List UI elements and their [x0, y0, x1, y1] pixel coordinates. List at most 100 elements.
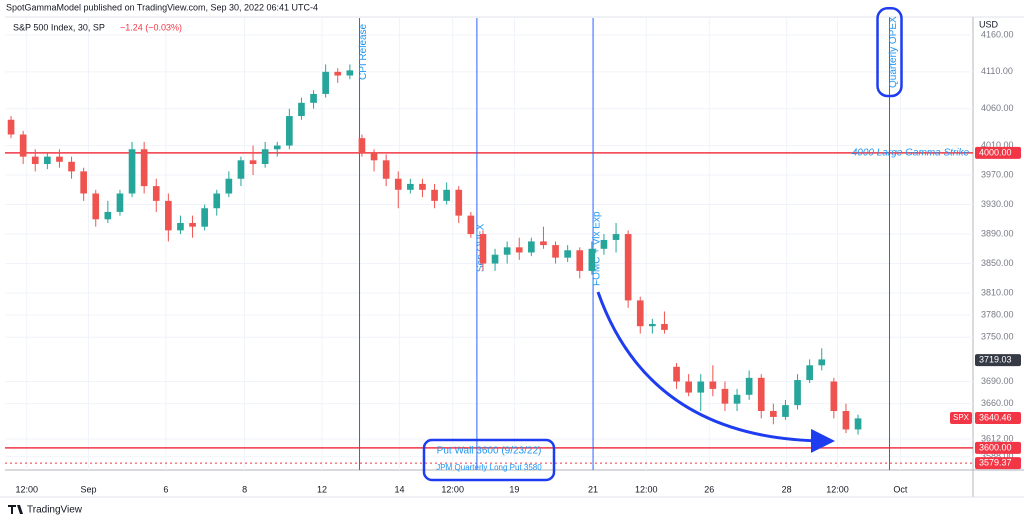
candle-body	[128, 149, 136, 194]
candle-body	[165, 200, 172, 231]
y-tick-label: 4110.00	[981, 66, 1013, 76]
x-tick-label: 12:00	[441, 484, 464, 494]
x-tick-label: 28	[782, 484, 792, 494]
candle-body	[770, 411, 777, 417]
candle-body	[854, 418, 862, 430]
candle-body	[140, 149, 148, 187]
candle-body	[334, 71, 342, 76]
candle-body	[31, 156, 39, 164]
currency: USD	[979, 19, 999, 29]
candle-body	[709, 381, 717, 389]
candle-body	[685, 381, 692, 393]
last-price-label-bg	[975, 412, 1021, 425]
y-tick-label: 4010.00	[981, 140, 1014, 150]
candle-body	[44, 156, 51, 164]
event-box	[876, 7, 903, 98]
note: JPM Quarterly Long Put 3580	[436, 463, 542, 472]
candle-body	[394, 178, 402, 190]
x-tick-label: 12	[317, 484, 327, 494]
candle-body	[68, 161, 75, 172]
series-name: SPX	[953, 413, 970, 422]
candle-body	[80, 171, 87, 194]
level-price-label-bg	[975, 146, 1021, 159]
candle-body	[407, 183, 414, 190]
candle-body	[455, 189, 463, 216]
candle-body	[479, 234, 487, 264]
level-price-label-bg	[975, 457, 1021, 470]
marker-label-bg	[975, 354, 1021, 367]
event-label: FOMC + Vix Exp	[592, 211, 603, 286]
marker-label: 3719.03	[979, 354, 1012, 364]
candle-body	[249, 160, 257, 164]
x-tick-label: 12:00	[16, 484, 39, 494]
chart-legend-change: −1.24 (−0.03%)	[120, 22, 182, 32]
candle-body	[806, 365, 813, 381]
candle-body	[503, 247, 511, 255]
candle-body	[794, 380, 801, 406]
x-tick-label: 12:00	[826, 484, 849, 494]
x-tick-label: 19	[509, 484, 519, 494]
candle-body	[649, 324, 656, 327]
candle-body	[431, 189, 438, 201]
candle-body	[721, 388, 729, 404]
y-tick-label: 3810.00	[981, 287, 1014, 297]
chart-legend-title: S&P 500 Index, 30, SP	[13, 22, 105, 32]
x-tick-label: 12:00	[635, 484, 658, 494]
x-tick-label: Oct	[893, 484, 908, 494]
candle-body	[661, 324, 668, 330]
note-box	[422, 438, 556, 482]
candle-body	[540, 241, 547, 246]
candle-body	[177, 222, 184, 231]
y-tick-label: 3780.00	[981, 310, 1014, 320]
candle-body	[213, 193, 221, 209]
candle-body	[19, 134, 27, 157]
x-tick-label: 6	[163, 484, 168, 494]
y-tick-label: 3970.00	[981, 169, 1014, 179]
y-tick-label: 3890.00	[981, 228, 1014, 238]
trend-arrow	[596, 291, 835, 453]
candle-body	[528, 241, 535, 253]
candle-body	[7, 119, 15, 135]
event-label: Quarterly OPEX	[888, 16, 899, 88]
candle-body	[564, 250, 571, 258]
level-price-label: 3600.00	[979, 442, 1012, 452]
candle-body	[552, 245, 559, 258]
candle-body	[745, 377, 753, 395]
candle-body	[225, 178, 233, 194]
y-tick-label: 4060.00	[981, 103, 1014, 113]
candle-body	[237, 160, 245, 179]
y-tick-label: 3930.00	[981, 199, 1014, 209]
level-price-label-bg	[975, 441, 1021, 454]
candle-body	[298, 102, 305, 117]
candle-body	[491, 254, 499, 264]
level-price-label: 4000.00	[979, 147, 1012, 157]
x-tick-label: Sep	[80, 484, 96, 494]
level-label: 4000 Large Gamma Strike	[852, 148, 970, 159]
candle-body	[697, 381, 705, 393]
x-tick-label: 14	[394, 484, 404, 494]
candle-body	[830, 381, 838, 412]
y-tick-label: 3690.00	[981, 376, 1014, 386]
y-tick-label: 3850.00	[981, 258, 1014, 268]
candle-body	[152, 186, 160, 201]
x-tick-label: 26	[704, 484, 714, 494]
candle-body	[624, 234, 632, 301]
candle-body	[818, 359, 826, 366]
y-tick-label: 4160.00	[981, 29, 1014, 39]
y-tick-label: 3588.00	[981, 451, 1014, 461]
candle-body	[310, 93, 317, 103]
candle-body	[56, 156, 63, 162]
candle-body	[673, 366, 680, 382]
candle-body	[600, 239, 608, 249]
candle-body	[443, 189, 450, 201]
candle-body	[419, 183, 426, 190]
event-label: CPI Release	[358, 23, 369, 80]
candle-body	[370, 152, 378, 161]
candle-body	[273, 145, 281, 150]
candle-body	[261, 149, 269, 164]
candle-body	[576, 250, 584, 271]
candle-body	[286, 116, 293, 146]
candle-body	[358, 138, 366, 153]
